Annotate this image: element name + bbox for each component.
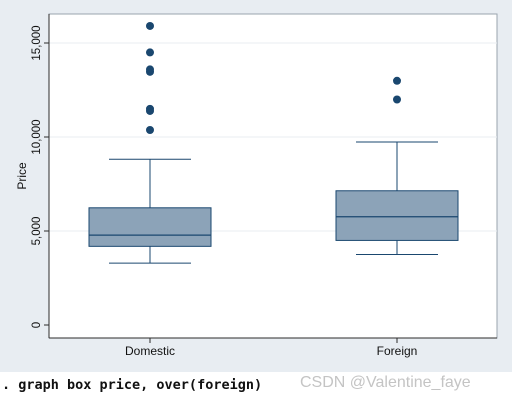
outlier-point — [146, 65, 154, 74]
plot-area — [48, 13, 498, 339]
caption-bar: . graph box price, over(foreign) CSDN @V… — [0, 372, 512, 403]
y-tick-label: 10,000 — [31, 119, 43, 154]
iqr-box — [88, 207, 212, 247]
outlier-point — [146, 21, 154, 30]
outlier-point — [393, 76, 401, 85]
watermark-text: CSDN @Valentine_faye — [300, 374, 471, 391]
category-label: Foreign — [377, 344, 418, 358]
command-text: . graph box price, over(foreign) — [2, 377, 263, 393]
chart-frame: Price 0 5,000 10,000 15,000 Domestic Foreign — [0, 0, 512, 372]
iqr-box — [335, 190, 459, 241]
outlier-point — [393, 95, 401, 104]
outlier-point — [146, 48, 154, 57]
category-label: Domestic — [125, 344, 175, 358]
outlier-point — [146, 104, 154, 113]
y-axis-label: Price — [15, 162, 29, 190]
y-tick-label: 0 — [31, 322, 43, 328]
y-tick-label: 5,000 — [31, 217, 43, 246]
outlier-point — [146, 126, 154, 135]
y-tick-label: 15,000 — [31, 25, 43, 60]
box-plot: Price 0 5,000 10,000 15,000 Domestic Foreign — [15, 13, 498, 358]
